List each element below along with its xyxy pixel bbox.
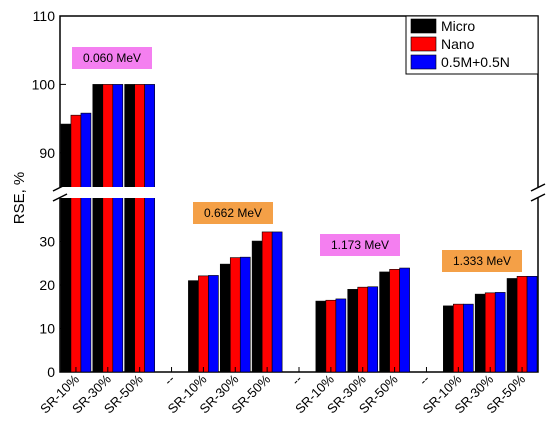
bar-nano [453, 303, 464, 373]
bar-0-5m-0-5n [526, 275, 538, 373]
bar-micro [60, 123, 72, 373]
axis-break [52, 183, 546, 202]
bar-micro [443, 305, 454, 373]
energy-label-box [193, 202, 273, 224]
bar-nano [261, 231, 273, 373]
bar-0-5m-0-5n [112, 84, 124, 373]
y-axis-title: RSE, % [11, 172, 28, 225]
axis-break-stroke [52, 183, 68, 192]
axis-break-stroke [530, 193, 546, 202]
bar-0-5m-0-5n [494, 292, 506, 373]
bar-nano [389, 269, 400, 373]
bar-micro [188, 280, 199, 373]
legend-swatch [410, 18, 437, 34]
bar-0-5m-0-5n [80, 112, 92, 373]
bar-nano [198, 275, 209, 373]
bar-0-5m-0-5n [208, 275, 219, 373]
axis-break-gap [52, 187, 546, 198]
y-tick-label: 90 [39, 145, 55, 161]
energy-label-box [442, 250, 522, 272]
bar-nano [325, 299, 337, 373]
bar-micro [315, 300, 327, 373]
legend-label: Micro [441, 18, 475, 34]
y-tick-label: 20 [39, 277, 55, 293]
legend: Micro Nano 0.5M+0.5N [405, 15, 539, 75]
bar-0-5m-0-5n [144, 84, 155, 373]
y-tick-label: 100 [32, 76, 56, 92]
category-labels: SR-10%SR-30%SR-50% --SR-10%SR-30%SR-50% --… [37, 367, 528, 416]
category-label: -- [161, 372, 178, 389]
energy-label-box [72, 47, 152, 69]
energy-annotations: 0.060 MeV 0.662 MeV 1.173 MeV 1.333 MeV [72, 47, 522, 272]
bar-micro [92, 84, 104, 373]
bar-micro [506, 278, 518, 373]
bar-nano [229, 257, 241, 373]
bars-layer [60, 84, 538, 373]
energy-label: 0.662 MeV [204, 206, 262, 220]
bar-nano [516, 275, 528, 373]
bar-micro [347, 289, 359, 373]
bar-nano [134, 84, 145, 373]
legend-label: Nano [441, 36, 475, 52]
bar-nano [357, 286, 369, 373]
y-tick-label: 110 [33, 8, 56, 24]
bar-micro [124, 84, 135, 373]
bar-micro [251, 240, 263, 373]
bar-nano [70, 114, 82, 373]
y-tick-label: 0 [47, 364, 55, 380]
bar-0-5m-0-5n [367, 286, 379, 373]
bar-0-5m-0-5n [335, 298, 347, 373]
ticks-layer: 0 10 20 30 90 100 110 [32, 8, 66, 380]
category-label: -- [416, 372, 433, 389]
bar-micro [379, 271, 390, 373]
energy-label: 1.173 MeV [331, 238, 389, 252]
legend-label: 0.5M+0.5N [441, 54, 510, 70]
bar-0-5m-0-5n [463, 303, 474, 373]
legend-swatch [410, 36, 437, 52]
bar-0-5m-0-5n [399, 267, 410, 373]
bar-micro [474, 293, 486, 373]
bar-nano [484, 292, 496, 373]
axis-break-stroke [530, 183, 546, 192]
energy-label: 0.060 MeV [83, 51, 141, 65]
bar-0-5m-0-5n [271, 231, 283, 373]
energy-label-box [320, 234, 400, 256]
legend-swatch [410, 54, 437, 70]
bar-0-5m-0-5n [239, 256, 251, 373]
y-tick-label: 10 [39, 321, 55, 337]
bar-micro [219, 263, 231, 373]
category-label: -- [288, 372, 305, 389]
bar-nano [102, 84, 114, 373]
axis-break-stroke [52, 193, 68, 202]
y-tick-label: 30 [39, 234, 55, 250]
energy-label: 1.333 MeV [453, 254, 511, 268]
